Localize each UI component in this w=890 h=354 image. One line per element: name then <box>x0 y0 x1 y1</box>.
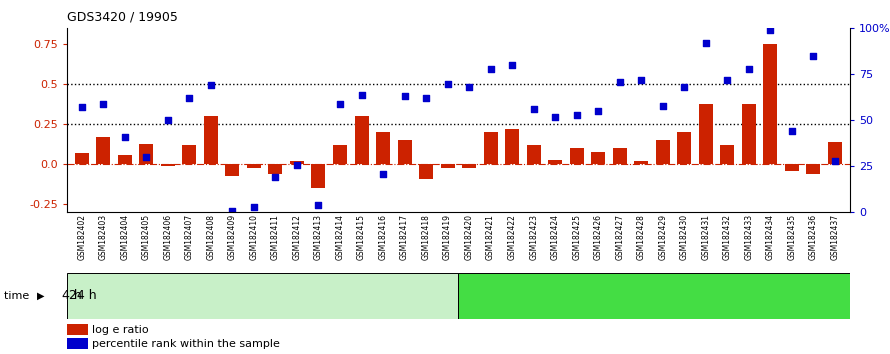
Bar <box>806 164 821 174</box>
Point <box>634 77 648 83</box>
Bar <box>117 155 132 164</box>
Bar <box>376 132 390 164</box>
Bar <box>161 164 174 166</box>
Bar <box>67 338 88 349</box>
Point <box>591 108 605 114</box>
Text: log e ratio: log e ratio <box>92 325 149 335</box>
Bar <box>677 132 692 164</box>
Point <box>117 134 132 140</box>
Point <box>247 204 261 210</box>
Bar <box>204 116 218 164</box>
Point <box>741 66 756 72</box>
Point <box>699 40 713 46</box>
Bar <box>612 148 627 164</box>
Text: time: time <box>4 291 33 301</box>
Bar <box>398 141 411 164</box>
Bar <box>720 145 734 164</box>
Point <box>419 96 433 101</box>
Bar <box>764 44 777 164</box>
Bar <box>527 145 540 164</box>
Point <box>785 129 799 134</box>
Bar <box>333 145 347 164</box>
Point <box>677 84 692 90</box>
Bar <box>591 152 605 164</box>
Bar <box>635 161 648 164</box>
Point <box>139 154 153 160</box>
Bar <box>785 164 799 171</box>
Point <box>483 66 498 72</box>
Point <box>225 208 239 213</box>
Point <box>182 96 197 101</box>
Bar <box>656 141 670 164</box>
Point <box>527 107 541 112</box>
Point <box>570 112 584 118</box>
Point <box>656 103 670 108</box>
Point <box>333 101 347 107</box>
Bar <box>67 273 458 319</box>
Bar <box>354 116 368 164</box>
Point <box>505 62 519 68</box>
Point <box>354 92 368 97</box>
Text: 24 h: 24 h <box>69 289 97 302</box>
Point <box>376 171 390 177</box>
Point <box>398 93 412 99</box>
Point <box>204 82 218 88</box>
Bar <box>182 145 197 164</box>
Bar <box>140 144 153 164</box>
Bar <box>96 137 110 164</box>
Point <box>548 114 562 120</box>
Bar <box>699 104 713 164</box>
Bar <box>570 148 584 164</box>
Bar <box>247 164 261 167</box>
Bar <box>225 164 239 176</box>
Bar <box>290 161 304 164</box>
Point <box>161 118 175 123</box>
Bar <box>462 164 476 167</box>
Text: ▶: ▶ <box>37 291 44 301</box>
Bar <box>441 164 455 167</box>
Point <box>720 77 734 83</box>
Bar <box>742 104 756 164</box>
Text: 4 h: 4 h <box>62 289 82 302</box>
Point <box>806 53 821 59</box>
Bar <box>269 164 282 174</box>
Bar <box>312 164 326 188</box>
Point <box>75 105 89 110</box>
Point <box>612 79 627 85</box>
Bar <box>458 273 850 319</box>
Point <box>828 158 842 164</box>
Point <box>764 27 778 33</box>
Bar <box>67 324 88 335</box>
Point <box>290 162 304 167</box>
Bar <box>419 164 433 179</box>
Point <box>269 175 283 180</box>
Point <box>441 81 455 86</box>
Point <box>462 84 476 90</box>
Bar <box>75 153 89 164</box>
Bar <box>483 132 498 164</box>
Bar <box>506 129 519 164</box>
Point <box>312 202 326 208</box>
Bar <box>828 142 842 164</box>
Text: GDS3420 / 19905: GDS3420 / 19905 <box>67 11 178 24</box>
Bar <box>548 160 562 164</box>
Point <box>96 101 110 107</box>
Text: percentile rank within the sample: percentile rank within the sample <box>92 339 279 349</box>
